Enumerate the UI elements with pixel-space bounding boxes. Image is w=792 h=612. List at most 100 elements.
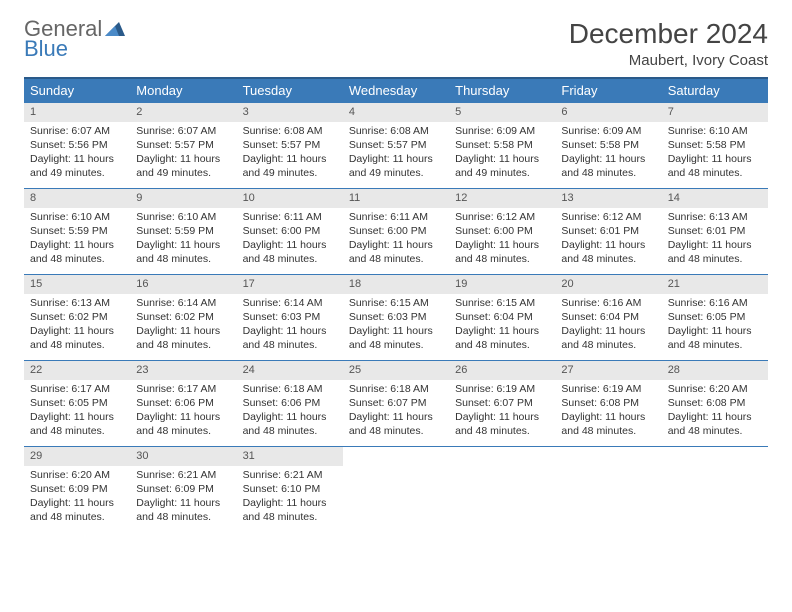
- day-body: Sunrise: 6:09 AMSunset: 5:58 PMDaylight:…: [449, 122, 555, 185]
- calendar-cell: 18Sunrise: 6:15 AMSunset: 6:03 PMDayligh…: [343, 275, 449, 361]
- sunrise-line: Sunrise: 6:10 AM: [136, 210, 230, 224]
- sunset-line: Sunset: 6:06 PM: [243, 396, 337, 410]
- day-body: Sunrise: 6:18 AMSunset: 6:06 PMDaylight:…: [237, 380, 343, 443]
- day-body: Sunrise: 6:09 AMSunset: 5:58 PMDaylight:…: [555, 122, 661, 185]
- daylight-line: Daylight: 11 hours and 48 minutes.: [136, 496, 230, 524]
- day-body: Sunrise: 6:21 AMSunset: 6:09 PMDaylight:…: [130, 466, 236, 529]
- sunrise-line: Sunrise: 6:08 AM: [349, 124, 443, 138]
- sunset-line: Sunset: 5:56 PM: [30, 138, 124, 152]
- day-number: 29: [24, 447, 130, 466]
- sunrise-line: Sunrise: 6:10 AM: [668, 124, 762, 138]
- calendar-cell: 25Sunrise: 6:18 AMSunset: 6:07 PMDayligh…: [343, 361, 449, 447]
- day-header: Monday: [130, 78, 236, 103]
- daylight-line: Daylight: 11 hours and 48 minutes.: [668, 238, 762, 266]
- sunrise-line: Sunrise: 6:21 AM: [243, 468, 337, 482]
- sunrise-line: Sunrise: 6:09 AM: [455, 124, 549, 138]
- daylight-line: Daylight: 11 hours and 48 minutes.: [243, 238, 337, 266]
- calendar-cell: 31Sunrise: 6:21 AMSunset: 6:10 PMDayligh…: [237, 447, 343, 533]
- calendar-cell: 28Sunrise: 6:20 AMSunset: 6:08 PMDayligh…: [662, 361, 768, 447]
- calendar-cell: 22Sunrise: 6:17 AMSunset: 6:05 PMDayligh…: [24, 361, 130, 447]
- calendar-cell: [555, 447, 661, 533]
- day-body: Sunrise: 6:11 AMSunset: 6:00 PMDaylight:…: [237, 208, 343, 271]
- sunrise-line: Sunrise: 6:14 AM: [243, 296, 337, 310]
- calendar-cell: 9Sunrise: 6:10 AMSunset: 5:59 PMDaylight…: [130, 189, 236, 275]
- logo-text-blue: Blue: [24, 38, 125, 60]
- sunset-line: Sunset: 6:00 PM: [243, 224, 337, 238]
- sunrise-line: Sunrise: 6:18 AM: [243, 382, 337, 396]
- day-body: Sunrise: 6:19 AMSunset: 6:08 PMDaylight:…: [555, 380, 661, 443]
- calendar-cell: 17Sunrise: 6:14 AMSunset: 6:03 PMDayligh…: [237, 275, 343, 361]
- daylight-line: Daylight: 11 hours and 48 minutes.: [455, 410, 549, 438]
- sunrise-line: Sunrise: 6:19 AM: [561, 382, 655, 396]
- day-header: Tuesday: [237, 78, 343, 103]
- calendar-row: 8Sunrise: 6:10 AMSunset: 5:59 PMDaylight…: [24, 189, 768, 275]
- sunset-line: Sunset: 6:05 PM: [668, 310, 762, 324]
- day-number: 17: [237, 275, 343, 294]
- calendar-body: 1Sunrise: 6:07 AMSunset: 5:56 PMDaylight…: [24, 103, 768, 533]
- sunrise-line: Sunrise: 6:09 AM: [561, 124, 655, 138]
- sunrise-line: Sunrise: 6:10 AM: [30, 210, 124, 224]
- sunrise-line: Sunrise: 6:07 AM: [136, 124, 230, 138]
- calendar-row: 1Sunrise: 6:07 AMSunset: 5:56 PMDaylight…: [24, 103, 768, 189]
- daylight-line: Daylight: 11 hours and 48 minutes.: [455, 324, 549, 352]
- daylight-line: Daylight: 11 hours and 48 minutes.: [243, 496, 337, 524]
- daylight-line: Daylight: 11 hours and 48 minutes.: [243, 410, 337, 438]
- sunset-line: Sunset: 5:59 PM: [136, 224, 230, 238]
- day-header: Friday: [555, 78, 661, 103]
- sunset-line: Sunset: 6:08 PM: [668, 396, 762, 410]
- day-body: Sunrise: 6:10 AMSunset: 5:59 PMDaylight:…: [130, 208, 236, 271]
- daylight-line: Daylight: 11 hours and 48 minutes.: [136, 324, 230, 352]
- day-number: 20: [555, 275, 661, 294]
- calendar-cell: 8Sunrise: 6:10 AMSunset: 5:59 PMDaylight…: [24, 189, 130, 275]
- day-number: 23: [130, 361, 236, 380]
- day-body: Sunrise: 6:11 AMSunset: 6:00 PMDaylight:…: [343, 208, 449, 271]
- day-body: Sunrise: 6:07 AMSunset: 5:56 PMDaylight:…: [24, 122, 130, 185]
- day-header: Thursday: [449, 78, 555, 103]
- calendar-cell: [449, 447, 555, 533]
- day-number: 16: [130, 275, 236, 294]
- sunset-line: Sunset: 6:02 PM: [30, 310, 124, 324]
- sunrise-line: Sunrise: 6:14 AM: [136, 296, 230, 310]
- day-body: Sunrise: 6:20 AMSunset: 6:09 PMDaylight:…: [24, 466, 130, 529]
- sunset-line: Sunset: 6:04 PM: [561, 310, 655, 324]
- sunrise-line: Sunrise: 6:12 AM: [561, 210, 655, 224]
- sunrise-line: Sunrise: 6:11 AM: [243, 210, 337, 224]
- daylight-line: Daylight: 11 hours and 48 minutes.: [349, 238, 443, 266]
- day-header: Wednesday: [343, 78, 449, 103]
- daylight-line: Daylight: 11 hours and 48 minutes.: [349, 324, 443, 352]
- header: GeneralBlue December 2024 Maubert, Ivory…: [24, 18, 768, 69]
- calendar-cell: 11Sunrise: 6:11 AMSunset: 6:00 PMDayligh…: [343, 189, 449, 275]
- calendar-cell: 12Sunrise: 6:12 AMSunset: 6:00 PMDayligh…: [449, 189, 555, 275]
- day-body: Sunrise: 6:15 AMSunset: 6:04 PMDaylight:…: [449, 294, 555, 357]
- day-number: 13: [555, 189, 661, 208]
- day-number: 30: [130, 447, 236, 466]
- day-body: Sunrise: 6:10 AMSunset: 5:58 PMDaylight:…: [662, 122, 768, 185]
- calendar-cell: 15Sunrise: 6:13 AMSunset: 6:02 PMDayligh…: [24, 275, 130, 361]
- day-body: Sunrise: 6:19 AMSunset: 6:07 PMDaylight:…: [449, 380, 555, 443]
- day-number: 19: [449, 275, 555, 294]
- day-number: 1: [24, 103, 130, 122]
- daylight-line: Daylight: 11 hours and 48 minutes.: [136, 238, 230, 266]
- calendar-cell: 6Sunrise: 6:09 AMSunset: 5:58 PMDaylight…: [555, 103, 661, 189]
- daylight-line: Daylight: 11 hours and 48 minutes.: [668, 324, 762, 352]
- sunset-line: Sunset: 6:07 PM: [349, 396, 443, 410]
- calendar-cell: 23Sunrise: 6:17 AMSunset: 6:06 PMDayligh…: [130, 361, 236, 447]
- daylight-line: Daylight: 11 hours and 48 minutes.: [349, 410, 443, 438]
- sunset-line: Sunset: 6:00 PM: [349, 224, 443, 238]
- sunrise-line: Sunrise: 6:20 AM: [30, 468, 124, 482]
- sunset-line: Sunset: 6:10 PM: [243, 482, 337, 496]
- calendar-cell: 2Sunrise: 6:07 AMSunset: 5:57 PMDaylight…: [130, 103, 236, 189]
- daylight-line: Daylight: 11 hours and 48 minutes.: [561, 238, 655, 266]
- day-body: Sunrise: 6:13 AMSunset: 6:01 PMDaylight:…: [662, 208, 768, 271]
- day-body: Sunrise: 6:15 AMSunset: 6:03 PMDaylight:…: [343, 294, 449, 357]
- calendar-cell: [343, 447, 449, 533]
- daylight-line: Daylight: 11 hours and 48 minutes.: [561, 410, 655, 438]
- day-body: Sunrise: 6:14 AMSunset: 6:02 PMDaylight:…: [130, 294, 236, 357]
- daylight-line: Daylight: 11 hours and 48 minutes.: [136, 410, 230, 438]
- page-title: December 2024: [569, 18, 768, 50]
- calendar-cell: 13Sunrise: 6:12 AMSunset: 6:01 PMDayligh…: [555, 189, 661, 275]
- day-number: 4: [343, 103, 449, 122]
- sunrise-line: Sunrise: 6:17 AM: [30, 382, 124, 396]
- day-body: Sunrise: 6:13 AMSunset: 6:02 PMDaylight:…: [24, 294, 130, 357]
- daylight-line: Daylight: 11 hours and 49 minutes.: [136, 152, 230, 180]
